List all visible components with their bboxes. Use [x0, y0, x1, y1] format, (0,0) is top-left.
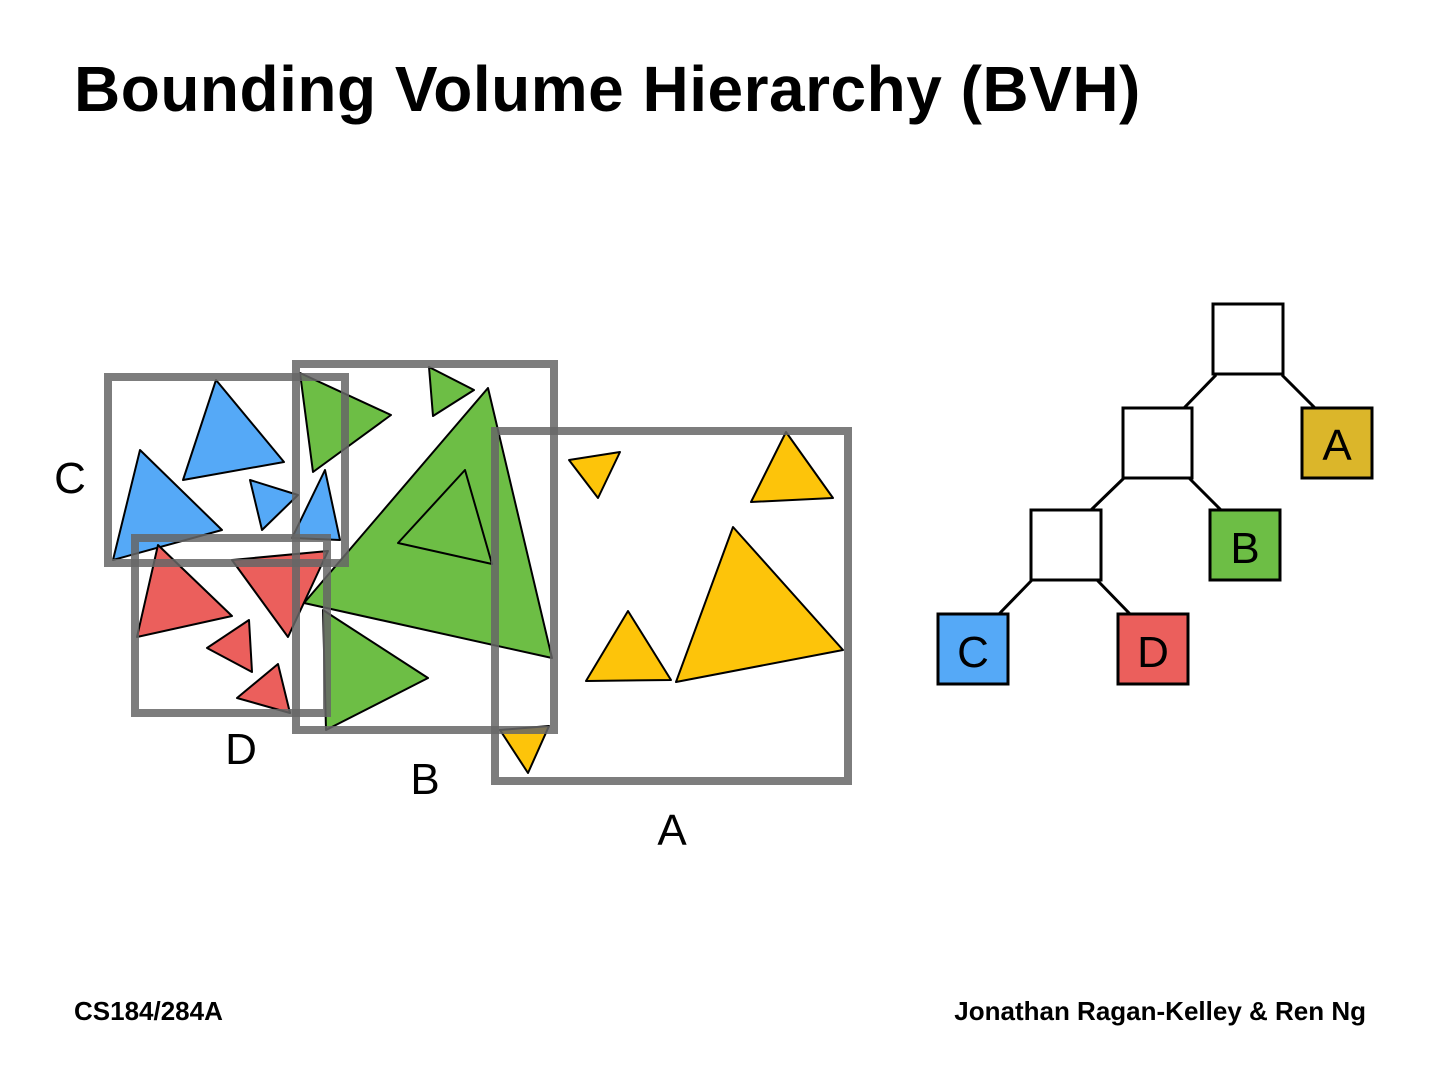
tree-leaf-label-b: B [1230, 524, 1259, 573]
tree-leaf-label-a: A [1322, 421, 1352, 470]
tree-edge [1182, 373, 1218, 410]
tree-node-inner [1029, 508, 1103, 582]
bvh-tree [936, 302, 1374, 686]
bounding-box-b [292, 360, 558, 734]
bounding-box-c [104, 373, 349, 567]
tree-leaf-a [1300, 406, 1374, 480]
slide-title: Bounding Volume Hierarchy (BVH) [74, 53, 1141, 125]
tree-edge [1280, 373, 1317, 410]
tree-edge [997, 578, 1034, 616]
blue-triangle [249, 479, 299, 531]
box-label-d: D [225, 725, 257, 774]
blue-triangle [112, 449, 223, 561]
box-label-a: A [657, 806, 687, 855]
green-triangle-inner [397, 469, 493, 565]
yellow-triangle [675, 526, 844, 683]
tree-node-inner [1121, 406, 1194, 480]
bounding-box-d [131, 534, 331, 717]
box-label-c: C [54, 454, 86, 503]
bounding-boxes [104, 360, 852, 785]
tree-leaf-label-c: C [957, 628, 989, 677]
tree-leaf-d [1116, 612, 1190, 686]
red-triangle [231, 550, 329, 638]
blue-triangle [182, 379, 285, 481]
tree-leaf-label-d: D [1137, 628, 1169, 677]
yellow-triangle [585, 610, 672, 682]
tree-edge [1187, 476, 1223, 512]
red-triangles [136, 544, 329, 714]
red-triangle [136, 544, 233, 638]
red-triangle [236, 663, 291, 714]
yellow-triangle [568, 451, 621, 499]
tree-leaf-b [1208, 508, 1282, 582]
author-credit: Jonathan Ragan-Kelley & Ren Ng [954, 996, 1366, 1026]
tree-edge [1089, 476, 1126, 512]
blue-triangles [112, 379, 341, 561]
bounding-box-a [491, 427, 852, 785]
tree-edge [1095, 578, 1132, 616]
tree-node-root [1211, 302, 1285, 376]
red-triangle [206, 619, 253, 673]
tree-leaf-c [936, 612, 1010, 686]
yellow-triangle [750, 431, 834, 503]
course-code: CS184/284A [74, 996, 223, 1026]
box-label-b: B [410, 755, 439, 804]
green-triangle [428, 366, 475, 417]
green-triangles [299, 366, 553, 731]
